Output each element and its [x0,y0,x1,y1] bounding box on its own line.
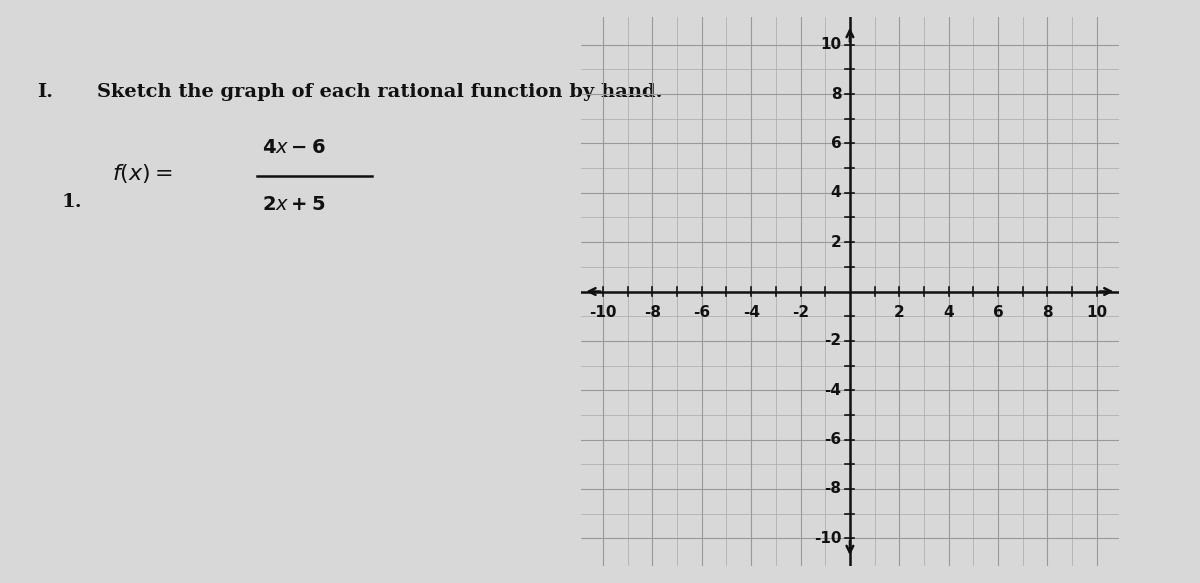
Text: Sketch the graph of each rational function by hand.: Sketch the graph of each rational functi… [97,83,662,101]
Text: -6: -6 [694,305,710,320]
Text: $\mathbf{2\mathit{x}+5}$: $\mathbf{2\mathit{x}+5}$ [262,196,325,213]
Text: -10: -10 [814,531,841,546]
Text: -6: -6 [824,432,841,447]
Text: 8: 8 [1042,305,1052,320]
Text: -10: -10 [589,305,617,320]
Text: $\mathbf{4\mathit{x}-6}$: $\mathbf{4\mathit{x}-6}$ [262,139,325,157]
Text: 4: 4 [830,185,841,200]
Text: -8: -8 [644,305,661,320]
Text: 2: 2 [830,234,841,250]
Text: -2: -2 [824,333,841,349]
Text: 4: 4 [943,305,954,320]
Text: 2: 2 [894,305,905,320]
Text: 6: 6 [830,136,841,151]
Text: -8: -8 [824,482,841,497]
Text: I.: I. [37,83,53,101]
Text: -4: -4 [824,383,841,398]
Text: -2: -2 [792,305,809,320]
Text: 1.: 1. [62,193,83,211]
Text: -4: -4 [743,305,760,320]
Text: $\mathit{f}(\mathit{x})=$: $\mathit{f}(\mathit{x})=$ [112,162,173,185]
Text: 6: 6 [992,305,1003,320]
Text: 10: 10 [1086,305,1108,320]
Text: 8: 8 [830,86,841,101]
Text: 10: 10 [820,37,841,52]
